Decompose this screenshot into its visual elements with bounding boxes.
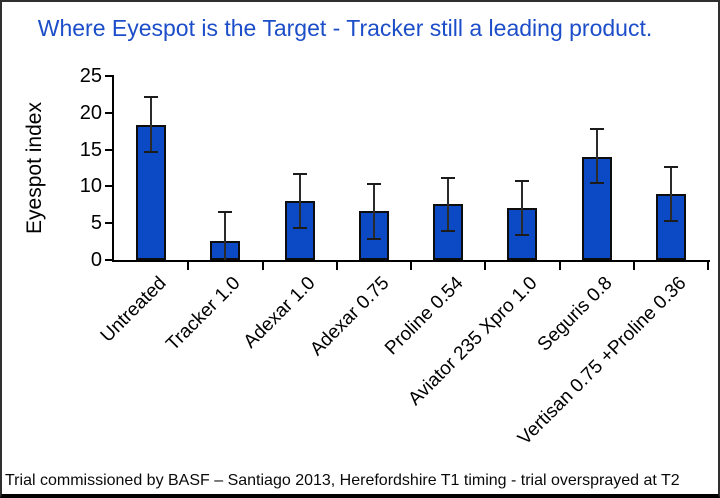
y-tick-label: 20 — [79, 101, 102, 124]
error-bar-cap-bottom — [366, 237, 381, 240]
x-axis-tick — [484, 262, 487, 270]
y-axis-tick — [105, 111, 114, 114]
error-bar-cap-bottom — [515, 233, 530, 236]
y-tick-label: 10 — [79, 175, 102, 198]
error-bar-cap-top — [144, 96, 159, 99]
error-bar-line — [521, 180, 524, 235]
error-bar-cap-bottom — [589, 182, 604, 185]
error-bar-cap-bottom — [144, 150, 159, 153]
y-axis-tick — [105, 148, 114, 151]
y-axis-tick — [105, 259, 114, 261]
error-bar-cap-bottom — [292, 226, 307, 229]
error-bar-line — [298, 173, 301, 228]
x-axis-tick — [187, 262, 190, 270]
error-bar-cap-top — [292, 172, 307, 175]
y-tick-label: 15 — [79, 138, 102, 161]
x-axis-tick — [707, 262, 709, 270]
error-bar-cap-bottom — [663, 219, 678, 222]
x-axis-tick — [410, 262, 412, 270]
y-axis-tick — [105, 75, 114, 77]
error-bar-line — [595, 128, 598, 184]
error-bar-line — [372, 184, 375, 239]
y-tick-label: 25 — [79, 65, 102, 87]
footnote: Trial commissioned by BASF – Santiago 20… — [5, 472, 680, 489]
error-bar-cap-top — [218, 211, 233, 214]
error-bar-cap-top — [515, 179, 530, 182]
error-bar-cap-bottom — [441, 230, 456, 233]
error-bar-line — [447, 177, 450, 232]
x-axis-tick — [335, 262, 338, 270]
error-bar-cap-top — [663, 165, 678, 168]
x-axis-tick — [558, 262, 561, 270]
y-axis-tick — [105, 222, 114, 225]
y-tick-label: 5 — [90, 212, 102, 235]
chart-title: Where Eyespot is the Target - Tracker st… — [37, 15, 653, 41]
x-axis-tick — [261, 262, 264, 270]
y-tick-label: 0 — [90, 249, 102, 271]
y-axis-tick — [105, 185, 114, 188]
x-axis-tick — [632, 262, 635, 270]
x-axis-line — [112, 260, 710, 262]
error-bar-line — [224, 212, 227, 260]
error-bar-cap-top — [589, 127, 604, 130]
y-axis-line — [112, 76, 114, 262]
error-bar-line — [150, 97, 153, 152]
error-bar-cap-top — [366, 183, 381, 186]
error-bar-cap-top — [441, 176, 456, 179]
error-bar-line — [669, 166, 672, 221]
